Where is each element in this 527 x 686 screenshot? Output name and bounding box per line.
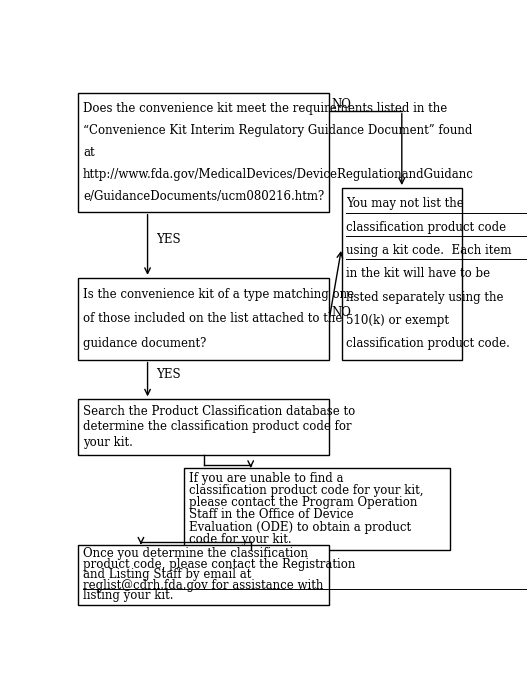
- Text: You may not list the: You may not list the: [346, 198, 464, 211]
- Text: classification product code for your kit,: classification product code for your kit…: [189, 484, 424, 497]
- Text: 510(k) or exempt: 510(k) or exempt: [346, 314, 450, 327]
- Text: listed separately using the: listed separately using the: [346, 291, 504, 304]
- Text: Evaluation (ODE) to obtain a product: Evaluation (ODE) to obtain a product: [189, 521, 412, 534]
- Text: Is the convenience kit of a type matching one: Is the convenience kit of a type matchin…: [83, 287, 354, 300]
- Text: please contact the Program Operation: please contact the Program Operation: [189, 496, 417, 509]
- Bar: [78, 399, 329, 455]
- Text: Once you determine the classification: Once you determine the classification: [83, 547, 308, 560]
- Text: at: at: [83, 146, 95, 159]
- Text: e/GuidanceDocuments/ucm080216.htm?: e/GuidanceDocuments/ucm080216.htm?: [83, 190, 324, 203]
- Text: classification product code: classification product code: [346, 221, 506, 234]
- Text: code for your kit.: code for your kit.: [189, 533, 292, 546]
- Text: classification product code.: classification product code.: [346, 338, 510, 351]
- Text: If you are unable to find a: If you are unable to find a: [189, 472, 344, 485]
- Text: of those included on the list attached to the: of those included on the list attached t…: [83, 312, 343, 325]
- Text: NO: NO: [331, 98, 351, 111]
- Text: using a kit code.  Each item: using a kit code. Each item: [346, 244, 512, 257]
- Text: and Listing Staff by email at: and Listing Staff by email at: [83, 569, 251, 582]
- Text: http://www.fda.gov/MedicalDevices/DeviceRegulationandGuidanc: http://www.fda.gov/MedicalDevices/Device…: [83, 168, 474, 181]
- Bar: [78, 93, 329, 212]
- Text: reglist@cdrh.fda.gov for assistance with: reglist@cdrh.fda.gov for assistance with: [83, 579, 324, 592]
- Text: Staff in the Office of Device: Staff in the Office of Device: [189, 508, 354, 521]
- Text: Does the convenience kit meet the requirements listed in the: Does the convenience kit meet the requir…: [83, 102, 447, 115]
- Text: guidance document?: guidance document?: [83, 337, 207, 350]
- Text: listing your kit.: listing your kit.: [83, 589, 173, 602]
- Bar: [341, 188, 462, 359]
- Text: NO: NO: [331, 306, 351, 319]
- Text: your kit.: your kit.: [83, 436, 133, 449]
- Bar: [184, 468, 450, 549]
- Text: YES: YES: [156, 233, 180, 246]
- Text: “Convenience Kit Interim Regulatory Guidance Document” found: “Convenience Kit Interim Regulatory Guid…: [83, 123, 472, 137]
- Text: product code, please contact the Registration: product code, please contact the Registr…: [83, 558, 355, 571]
- Text: YES: YES: [156, 368, 180, 381]
- Bar: [78, 545, 329, 605]
- Text: Search the Product Classification database to: Search the Product Classification databa…: [83, 405, 355, 418]
- Bar: [78, 278, 329, 359]
- Text: determine the classification product code for: determine the classification product cod…: [83, 421, 352, 434]
- Text: in the kit will have to be: in the kit will have to be: [346, 268, 491, 281]
